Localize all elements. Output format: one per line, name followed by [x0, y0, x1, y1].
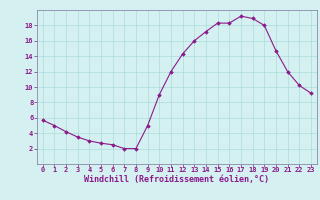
X-axis label: Windchill (Refroidissement éolien,°C): Windchill (Refroidissement éolien,°C) — [84, 175, 269, 184]
